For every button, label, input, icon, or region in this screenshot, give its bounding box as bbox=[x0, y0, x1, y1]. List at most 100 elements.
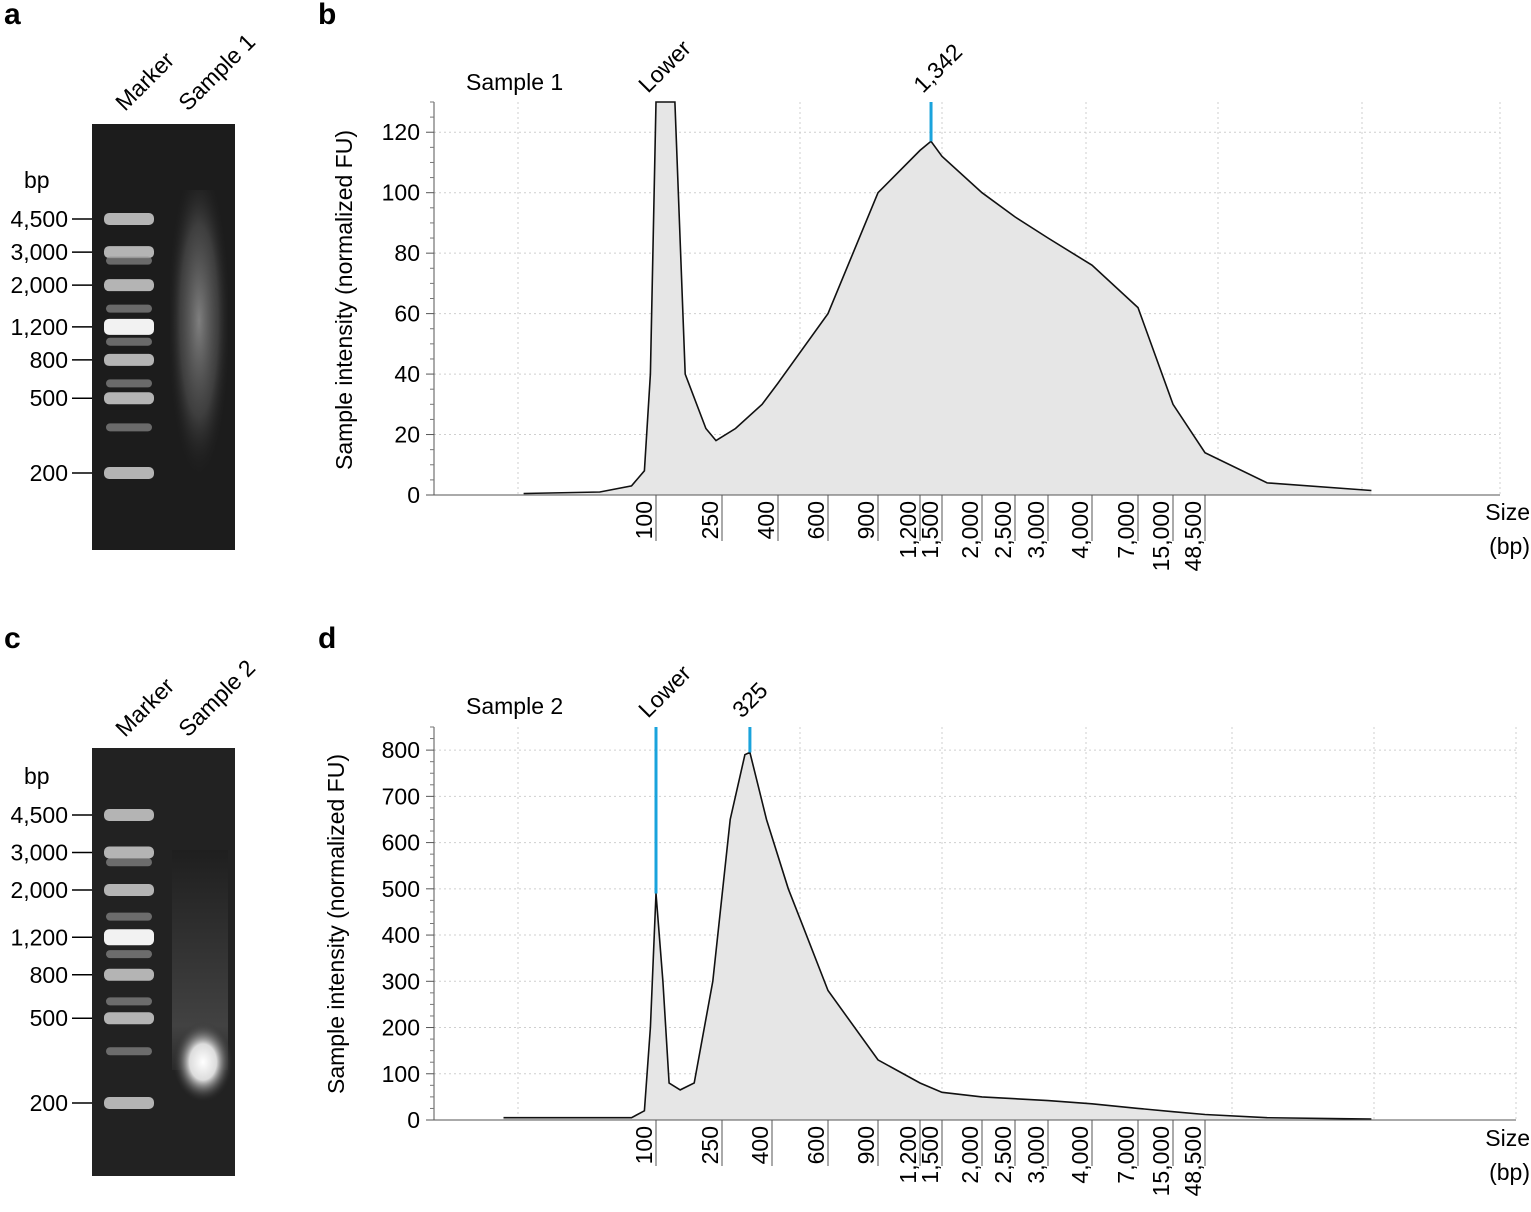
gel-c-marker-label-800: 800 bbox=[30, 962, 68, 988]
gel-c-marker-band-minor-4 bbox=[106, 1047, 152, 1056]
chart-d-profile-area bbox=[503, 752, 1372, 1120]
chart-d-xtick-label-48-500: 48,500 bbox=[1180, 1126, 1206, 1196]
gel-a-marker-band-2-000 bbox=[104, 279, 154, 292]
gel-c-marker-label-4-500: 4,500 bbox=[10, 802, 68, 828]
chart-b-ylabel: Sample intensity (normalized FU) bbox=[331, 130, 357, 470]
gel-c: Marker Sample 2 bp 4,500 3,000 2,000 1,200 8… bbox=[10, 654, 260, 1176]
chart-d-xtick-label-400: 400 bbox=[747, 1126, 773, 1164]
gel-c-sample-band bbox=[173, 1022, 233, 1102]
chart-d-ytick-label-0: 0 bbox=[407, 1107, 420, 1133]
chart-b-ytick-label-20: 20 bbox=[394, 422, 420, 448]
gel-a-marker-band-minor-4 bbox=[106, 423, 152, 432]
chart-b-xtick-label-7-000: 7,000 bbox=[1113, 501, 1139, 559]
chart-b-xtick-label-15-000: 15,000 bbox=[1148, 501, 1174, 571]
chart-b-ytick-label-80: 80 bbox=[394, 240, 420, 266]
gel-c-lane-label-marker: Marker bbox=[110, 672, 179, 741]
gel-c-lane-label-sample: Sample 2 bbox=[173, 654, 260, 741]
gel-c-marker-label-3-000: 3,000 bbox=[10, 840, 68, 866]
gel-a-marker-label-200: 200 bbox=[30, 460, 68, 486]
panel-letter-c: c bbox=[4, 622, 21, 655]
chart-b-xtick-label-250: 250 bbox=[697, 501, 723, 539]
gel-a-marker-ladder: 4,500 3,000 2,000 1,200 800 500 200 bbox=[10, 206, 154, 486]
gel-a-marker-band-minor-3 bbox=[106, 379, 152, 388]
gel-c-marker-band-2-000 bbox=[104, 884, 154, 897]
gel-c-marker-band-minor-2 bbox=[106, 950, 152, 959]
chart-b-axes: 0 20 40 60 80 100 120 100 250 400 600 900 1,2001,500… bbox=[382, 101, 1500, 571]
chart-d-xtick-label-250: 250 bbox=[697, 1126, 723, 1164]
gel-c-marker-band-minor-3 bbox=[106, 997, 152, 1006]
chart-b-xtick-label-2-500: 2,500 bbox=[990, 501, 1016, 559]
chart-d-xlabel-line2: (bp) bbox=[1489, 1159, 1530, 1185]
gel-c-marker-label-1-200: 1,200 bbox=[10, 924, 68, 950]
gel-a-marker-band-500 bbox=[104, 392, 154, 405]
gel-c-marker-band-minor-1 bbox=[106, 912, 152, 921]
chart-b-ytick-label-60: 60 bbox=[394, 301, 420, 327]
gel-a-marker-label-500: 500 bbox=[30, 385, 68, 411]
gel-a-marker-label-2-000: 2,000 bbox=[10, 272, 68, 298]
gel-a-marker-band-1-200 bbox=[104, 318, 154, 335]
chart-b-xtick-label-600: 600 bbox=[803, 501, 829, 539]
chart-d-ytick-label-400: 400 bbox=[382, 922, 420, 948]
chart-d-ylabel: Sample intensity (normalized FU) bbox=[323, 754, 349, 1094]
chart-d-ytick-label-500: 500 bbox=[382, 876, 420, 902]
chart-b-peak-label-lower: Lower bbox=[633, 35, 696, 98]
chart-d-ytick-label-700: 700 bbox=[382, 783, 420, 809]
gel-a-marker-label-3-000: 3,000 bbox=[10, 239, 68, 265]
gel-a-marker-band-minor-2 bbox=[106, 337, 152, 346]
gel-a-sample-smear bbox=[170, 190, 228, 480]
chart-b-sample-label: Sample 1 bbox=[466, 69, 563, 95]
chart-b-xtick-label-900: 900 bbox=[853, 501, 879, 539]
chart-b-peak-label-1-342: 1,342 bbox=[908, 38, 967, 97]
chart-d-ytick-label-800: 800 bbox=[382, 737, 420, 763]
gel-a-unit: bp bbox=[24, 167, 50, 193]
chart-b-xtick-label-1-500: 1,500 bbox=[917, 501, 943, 559]
gel-c-marker-band-200 bbox=[104, 1097, 154, 1109]
gel-c-marker-band-4-500 bbox=[104, 809, 154, 821]
chart-b-profile-line bbox=[523, 101, 1372, 495]
gel-a-marker-label-4-500: 4,500 bbox=[10, 206, 68, 232]
chart-d-xtick-label-1-500: 1,500 bbox=[917, 1126, 943, 1184]
panel-letter-d: d bbox=[318, 622, 336, 655]
chart-d-axes: 0 100 200 300 400 500 600 700 800 100 250 400 600 900… bbox=[382, 726, 1516, 1196]
chart-d-ytick-label-300: 300 bbox=[382, 968, 420, 994]
chart-b-xtick-label-2-000: 2,000 bbox=[957, 501, 983, 559]
gel-c-marker-label-2-000: 2,000 bbox=[10, 877, 68, 903]
chart-b-peak-labels: Lower 1,342 bbox=[633, 35, 967, 142]
chart-d-xtick-label-4-000: 4,000 bbox=[1067, 1126, 1093, 1184]
gel-a-lane-label-sample: Sample 1 bbox=[173, 28, 260, 115]
chart-d-peak-label-325: 325 bbox=[727, 677, 773, 723]
gel-a-marker-label-800: 800 bbox=[30, 347, 68, 373]
chart-d-xtick-label-7-000: 7,000 bbox=[1113, 1126, 1139, 1184]
panel-letter-a: a bbox=[4, 0, 21, 31]
gel-c-marker-label-500: 500 bbox=[30, 1005, 68, 1031]
gel-a-marker-band-200 bbox=[104, 467, 154, 479]
chart-d-xtick-label-900: 900 bbox=[853, 1126, 879, 1164]
chart-b-xtick-label-400: 400 bbox=[753, 501, 779, 539]
chart-d-ytick-label-100: 100 bbox=[382, 1061, 420, 1087]
gel-a-marker-band-minor-0 bbox=[106, 256, 152, 265]
gel-c-marker-band-1-200 bbox=[104, 929, 154, 946]
gel-a-marker-band-800 bbox=[104, 353, 154, 366]
chart-d-xtick-label-100: 100 bbox=[631, 1126, 657, 1164]
gel-a-marker-label-1-200: 1,200 bbox=[10, 314, 68, 340]
chart-b-xlabel-line2: (bp) bbox=[1489, 533, 1530, 559]
chart-d-xtick-label-15-000: 15,000 bbox=[1148, 1126, 1174, 1196]
chart-b-ytick-label-40: 40 bbox=[394, 361, 420, 387]
chart-d-xtick-label-1-200: 1,200 bbox=[895, 1126, 921, 1184]
gel-c-marker-band-500 bbox=[104, 1012, 154, 1025]
chart-d-sample-label: Sample 2 bbox=[466, 693, 563, 719]
chart-d-xtick-label-3-000: 3,000 bbox=[1023, 1126, 1049, 1184]
chart-b-xtick-label-48-500: 48,500 bbox=[1180, 501, 1206, 571]
chart-b-xtick-label-4-000: 4,000 bbox=[1067, 501, 1093, 559]
chart-b-profile-area bbox=[523, 102, 1372, 495]
gel-c-marker-band-800 bbox=[104, 968, 154, 981]
chart-d-xtick-label-2-000: 2,000 bbox=[957, 1126, 983, 1184]
chart-d-peak-label-lower: Lower bbox=[633, 660, 696, 723]
chart-d-ytick-label-200: 200 bbox=[382, 1015, 420, 1041]
gel-c-unit: bp bbox=[24, 763, 50, 789]
chart-d-xtick-label-600: 600 bbox=[803, 1126, 829, 1164]
chart-b-xtick-label-100: 100 bbox=[631, 501, 657, 539]
chart-d-profile-line bbox=[503, 751, 1372, 1120]
chart-b-ytick-label-0: 0 bbox=[407, 482, 420, 508]
